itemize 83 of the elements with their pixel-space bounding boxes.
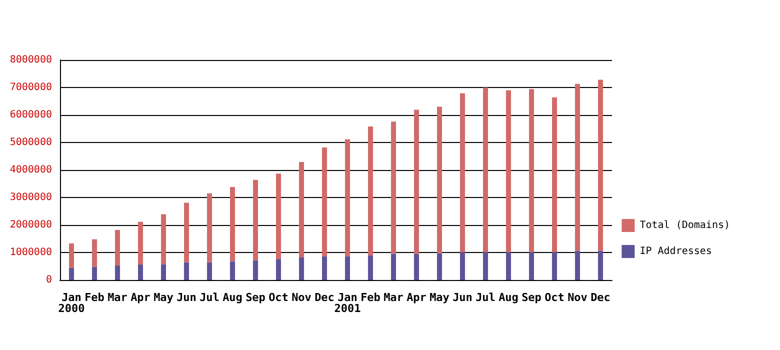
- x-tick-label: May: [154, 291, 174, 304]
- x-tick-label: May: [430, 291, 450, 304]
- bar: [483, 88, 488, 252]
- x-tick-label: Feb: [360, 291, 381, 304]
- bar: [391, 122, 396, 254]
- bar: [552, 252, 557, 280]
- bar: [299, 162, 304, 258]
- bar: [483, 252, 488, 280]
- bar: [184, 262, 189, 280]
- x-tick-label: Mar: [384, 291, 404, 304]
- bar: [115, 230, 120, 266]
- bar: [575, 84, 580, 251]
- y-tick-label: 5000000: [10, 137, 52, 148]
- bar: [138, 264, 143, 280]
- x-tick-label: Jul: [200, 291, 220, 304]
- x-tick-label: Aug: [222, 291, 242, 304]
- bar: [276, 259, 281, 280]
- bar: [92, 266, 97, 280]
- bar: [207, 193, 212, 262]
- bar: [92, 239, 97, 267]
- x-tick-label: Apr: [130, 291, 151, 304]
- x-tick-label: Jan 2000: [58, 291, 85, 315]
- y-tick-label: 0: [46, 274, 52, 286]
- bar: [230, 261, 235, 280]
- bar: [598, 250, 603, 280]
- x-tick-label: Dec: [590, 291, 610, 304]
- y-tick-label: 2000000: [10, 220, 52, 230]
- legend-label: Total (Domains): [640, 220, 730, 231]
- bar: [161, 214, 166, 264]
- bar: [506, 252, 511, 280]
- bar: [69, 268, 74, 280]
- bar: [598, 80, 603, 251]
- bar: [322, 256, 327, 280]
- bar: [529, 252, 534, 280]
- bar: [368, 255, 373, 280]
- x-tick-label: Jul: [476, 291, 496, 304]
- bar: [414, 110, 419, 254]
- bar: [552, 97, 557, 252]
- x-tick-label: Nov: [292, 291, 312, 304]
- bar: [345, 139, 350, 256]
- bar: [322, 147, 327, 256]
- x-tick-label: Jan 2001: [334, 291, 362, 315]
- bar: [207, 262, 212, 280]
- x-tick-label: Aug: [498, 291, 518, 304]
- x-tick-label: Nov: [568, 291, 588, 304]
- bar: [69, 243, 74, 268]
- bar: [345, 256, 350, 280]
- bar: [368, 126, 373, 256]
- x-tick-label: Jun: [452, 291, 472, 304]
- x-tick-label: Apr: [406, 291, 427, 304]
- bar: [437, 253, 442, 280]
- x-tick-label: Oct: [268, 291, 288, 304]
- x-tick-label: Dec: [314, 291, 334, 304]
- y-tick-label: 8000000: [10, 54, 52, 66]
- bar: [184, 202, 189, 262]
- bar: [230, 187, 235, 262]
- x-tick-label: Feb: [84, 291, 105, 304]
- y-tick-label: 1000000: [10, 247, 52, 258]
- bar: [460, 93, 465, 252]
- x-tick-label: Mar: [108, 291, 128, 304]
- bar: [414, 254, 419, 280]
- legend-label: IP Addresses: [640, 246, 712, 257]
- bar: [253, 180, 258, 260]
- y-tick-label: 3000000: [10, 192, 52, 203]
- x-tick-label: Oct: [544, 291, 564, 304]
- y-tick-label: 6000000: [10, 110, 52, 120]
- bar: [138, 222, 143, 264]
- bar: [115, 265, 120, 280]
- bar: [276, 174, 281, 260]
- bar: [529, 89, 534, 252]
- bar: [506, 90, 511, 252]
- x-tick-label: Jun: [176, 291, 196, 304]
- bar: [460, 252, 465, 280]
- bar: [575, 250, 580, 280]
- x-tick-label: Sep: [522, 291, 542, 304]
- bar: [437, 106, 442, 254]
- y-tick-label: 7000000: [10, 82, 52, 93]
- bar: [391, 254, 396, 280]
- x-tick-label: Sep: [246, 291, 266, 304]
- bar: [253, 260, 258, 280]
- bar: [299, 257, 304, 280]
- y-tick-label: 4000000: [10, 164, 52, 176]
- bar: [161, 264, 166, 280]
